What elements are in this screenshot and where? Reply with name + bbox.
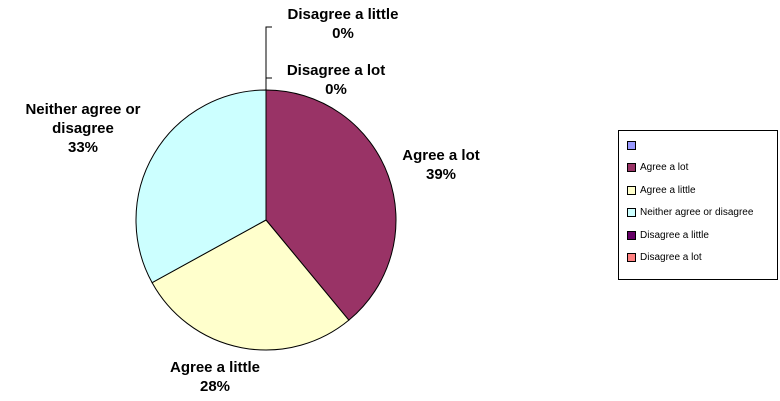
pie-slice-agree-a-lot xyxy=(265,89,397,321)
legend-swatch xyxy=(627,162,636,172)
legend-swatch xyxy=(627,207,636,217)
leader-lines xyxy=(265,26,272,90)
legend-label: Disagree a little xyxy=(640,229,709,241)
legend-label: Disagree a lot xyxy=(640,251,702,263)
legend-swatch xyxy=(627,230,636,240)
data-label-neither-agree-or-disagree: Neither agree or disagree 33% xyxy=(25,101,140,156)
chart-legend: Agree a lot Agree a little Neither agree o… xyxy=(618,130,778,280)
legend-label: Agree a lot xyxy=(640,161,689,173)
legend-label: Neither agree or disagree xyxy=(640,206,754,218)
legend-item: Disagree a little xyxy=(627,228,709,242)
legend-item: Neither agree or disagree xyxy=(627,205,753,219)
pie-slices xyxy=(135,89,397,351)
legend-item: Agree a lot xyxy=(627,160,688,174)
data-label-disagree-a-lot: Disagree a lot 0% xyxy=(287,62,385,98)
pie-slice-agree-a-little xyxy=(151,219,350,351)
data-labels: Agree a lot 39% Agree a little 28% Neither a… xyxy=(25,6,479,395)
pie-slice-neither-agree-or-disagree xyxy=(135,89,267,284)
leader-line-disagree-a-lot xyxy=(265,77,272,90)
legend-swatch xyxy=(627,140,636,150)
data-label-agree-a-little: Agree a little 28% xyxy=(170,359,260,395)
data-label-agree-a-lot: Agree a lot 39% xyxy=(402,147,480,183)
data-label-disagree-a-little: Disagree a little 0% xyxy=(288,6,399,42)
legend-swatch xyxy=(627,252,636,262)
legend-item xyxy=(627,138,640,152)
leader-line-disagree-a-little xyxy=(265,26,272,90)
legend-label: Agree a little xyxy=(640,184,696,196)
legend-swatch xyxy=(627,185,636,195)
legend-item: Disagree a lot xyxy=(627,250,702,264)
legend-item: Agree a little xyxy=(627,183,696,197)
